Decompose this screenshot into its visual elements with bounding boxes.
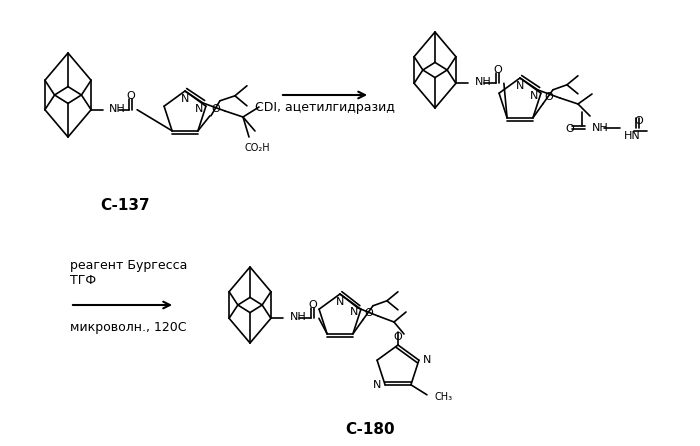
Text: O: O: [544, 92, 553, 102]
Text: N: N: [373, 380, 382, 390]
Text: N: N: [530, 91, 538, 101]
Text: HN: HN: [624, 131, 641, 141]
Text: N: N: [350, 307, 358, 317]
Text: микроволн., 120С: микроволн., 120С: [70, 322, 186, 334]
Text: N: N: [181, 94, 189, 104]
Text: NH: NH: [290, 312, 307, 322]
Text: N: N: [516, 81, 524, 91]
Text: N: N: [195, 104, 203, 114]
Text: CO₂H: CO₂H: [244, 143, 270, 153]
Text: N: N: [336, 297, 344, 307]
Text: NH: NH: [592, 123, 609, 133]
Text: O: O: [211, 104, 220, 114]
Text: NH: NH: [109, 104, 126, 114]
Text: реагент Бургесса: реагент Бургесса: [70, 259, 188, 272]
Text: C-180: C-180: [345, 422, 395, 438]
Text: O: O: [393, 332, 402, 342]
Text: N: N: [423, 355, 431, 365]
Text: O: O: [364, 308, 372, 318]
Text: O: O: [635, 116, 643, 126]
Text: NH: NH: [475, 77, 491, 87]
Text: CDI, ацетилгидразид: CDI, ацетилгидразид: [255, 102, 395, 115]
Text: O: O: [127, 91, 136, 101]
Text: O: O: [566, 124, 575, 134]
Text: CH₃: CH₃: [435, 392, 453, 402]
Text: O: O: [309, 300, 317, 310]
Text: ТГФ: ТГФ: [70, 273, 96, 286]
Text: C-137: C-137: [100, 198, 150, 212]
Text: O: O: [494, 65, 503, 75]
